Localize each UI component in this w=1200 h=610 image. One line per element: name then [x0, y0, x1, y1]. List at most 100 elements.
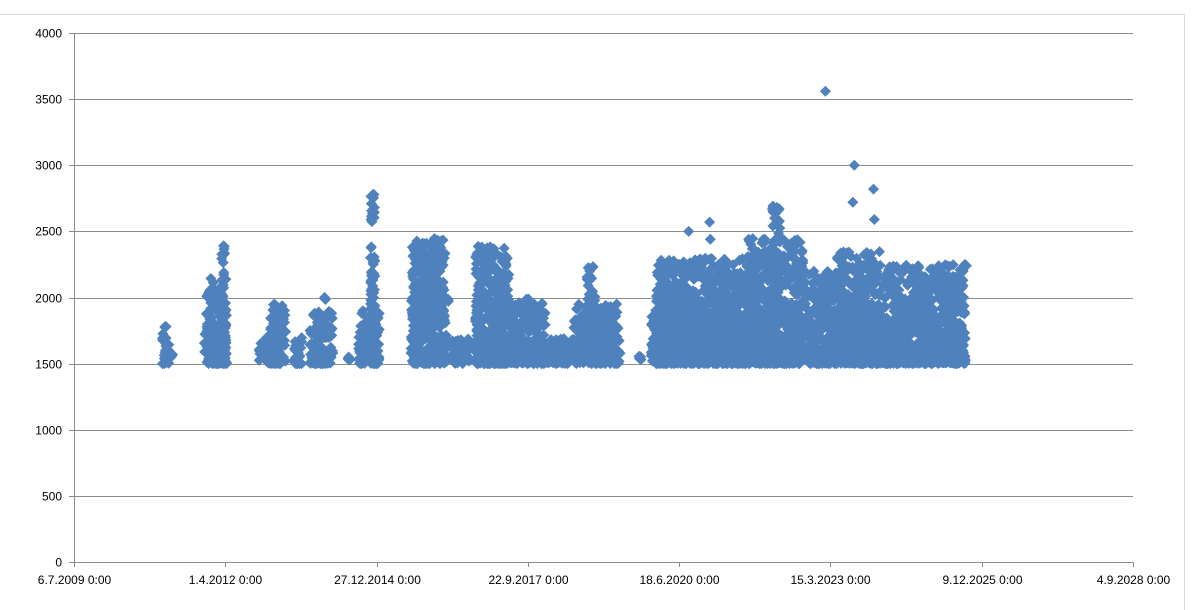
data-point — [787, 357, 799, 369]
data-point — [535, 333, 547, 345]
data-point — [753, 345, 765, 357]
data-point — [493, 315, 505, 326]
data-point — [698, 274, 710, 286]
data-point — [494, 340, 506, 352]
data-point — [819, 318, 831, 330]
data-point — [314, 353, 326, 365]
data-point — [753, 331, 765, 343]
data-point — [708, 354, 720, 366]
data-point — [701, 299, 713, 311]
data-point — [569, 337, 581, 349]
data-point — [409, 350, 421, 362]
data-point — [678, 256, 690, 268]
data-point — [721, 268, 733, 279]
data-point — [362, 333, 374, 345]
data-point — [651, 310, 663, 322]
data-point — [484, 338, 496, 350]
data-point — [680, 358, 692, 370]
data-point — [714, 317, 726, 329]
data-point — [289, 336, 301, 348]
data-point — [613, 356, 625, 367]
data-point — [836, 312, 848, 324]
data-point — [437, 234, 449, 246]
data-point — [694, 253, 706, 265]
data-point — [717, 339, 729, 351]
data-point — [788, 269, 800, 281]
data-point — [691, 317, 703, 329]
data-point — [496, 251, 508, 263]
data-point — [767, 333, 779, 345]
data-point — [748, 356, 760, 368]
data-point — [518, 310, 530, 322]
data-point — [865, 283, 877, 295]
data-point — [418, 325, 430, 337]
data-point — [427, 339, 439, 350]
data-point — [269, 299, 281, 311]
data-point — [512, 343, 524, 354]
data-point — [842, 274, 854, 286]
data-point — [214, 298, 226, 310]
data-point — [472, 280, 484, 292]
data-point — [365, 242, 377, 254]
data-point — [319, 317, 331, 329]
data-point — [436, 309, 447, 321]
data-point — [417, 258, 429, 270]
data-point — [417, 272, 429, 284]
data-point — [671, 322, 683, 334]
data-point — [455, 334, 467, 346]
data-point — [839, 343, 851, 355]
data-point — [483, 278, 495, 290]
data-point — [205, 273, 217, 284]
data-point — [598, 352, 610, 364]
data-point — [862, 300, 873, 312]
data-point — [709, 299, 720, 311]
data-point — [368, 287, 380, 299]
data-point — [410, 306, 422, 318]
data-point — [670, 261, 682, 273]
data-point — [842, 289, 854, 300]
data-point — [700, 287, 712, 299]
data-point — [517, 320, 529, 332]
data-point — [706, 277, 718, 289]
data-point — [822, 331, 834, 343]
data-point — [769, 212, 781, 224]
data-point — [518, 334, 530, 346]
data-point — [805, 358, 817, 369]
data-point — [527, 344, 539, 356]
data-point — [770, 236, 782, 248]
data-point — [723, 292, 735, 304]
data-point — [485, 328, 497, 340]
data-point — [531, 318, 543, 330]
data-point — [773, 357, 785, 369]
data-point — [710, 309, 722, 321]
data-point — [601, 311, 613, 323]
data-point — [519, 297, 530, 309]
data-point — [859, 284, 871, 296]
data-point — [784, 310, 796, 322]
data-point — [428, 351, 440, 362]
data-point — [216, 274, 228, 286]
data-point — [516, 352, 528, 364]
data-point — [870, 260, 882, 272]
data-point — [767, 339, 779, 351]
data-point — [816, 308, 828, 320]
data-point — [219, 306, 231, 318]
data-point — [768, 319, 780, 331]
data-point — [473, 298, 485, 310]
data-point — [862, 343, 874, 355]
data-point — [367, 343, 378, 355]
data-point — [726, 345, 738, 357]
data-point — [526, 302, 538, 314]
data-point — [419, 309, 431, 321]
data-point — [796, 247, 808, 258]
data-point — [749, 296, 761, 308]
data-point — [218, 267, 230, 278]
data-point — [436, 301, 447, 313]
data-point — [670, 276, 682, 288]
data-point — [788, 252, 800, 264]
data-point — [634, 353, 646, 364]
data-point — [726, 321, 738, 333]
data-point — [861, 333, 873, 345]
data-point — [492, 266, 504, 278]
data-point — [688, 259, 700, 271]
